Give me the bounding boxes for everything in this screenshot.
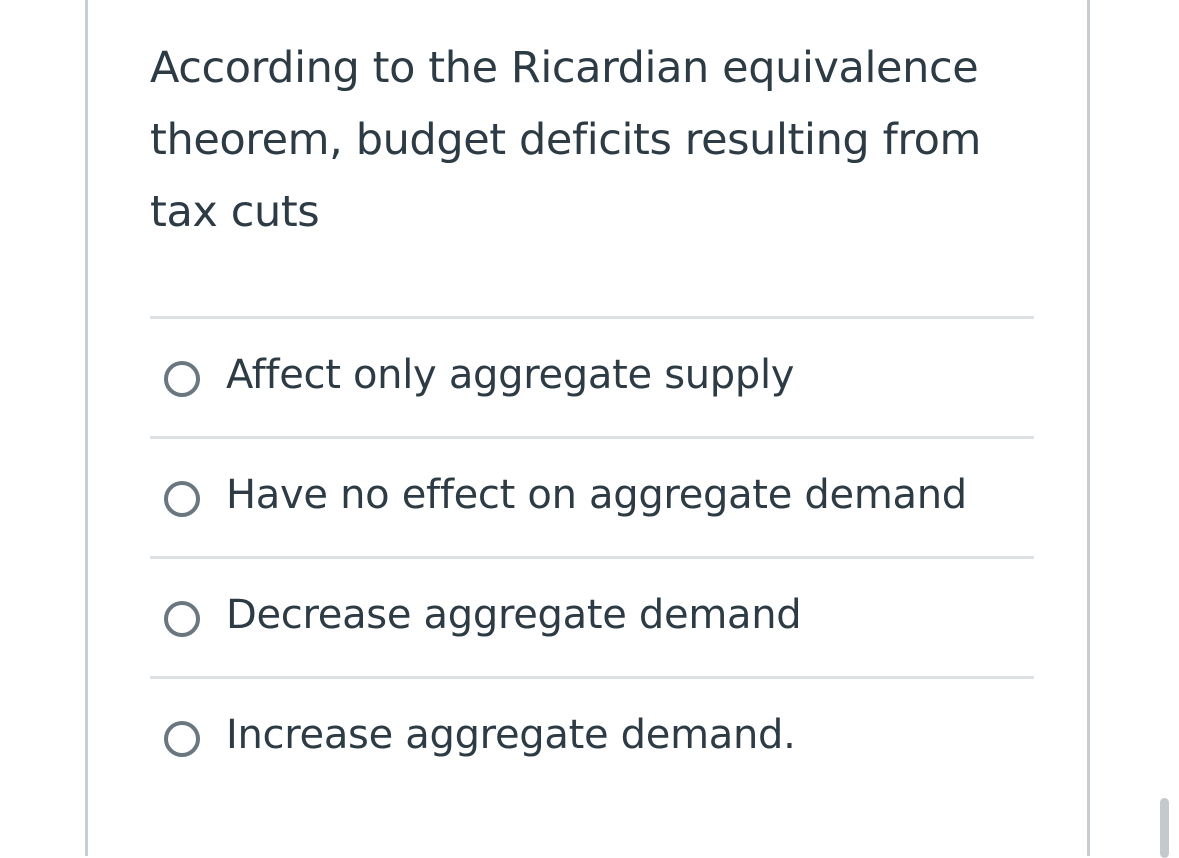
answer-label: Decrease aggregate demand xyxy=(226,592,802,638)
quiz-question-card: According to the Ricardian equivalence t… xyxy=(85,0,1090,856)
scrollbar-thumb[interactable] xyxy=(1160,798,1169,858)
answer-option-1[interactable]: Affect only aggregate supply xyxy=(150,316,1034,436)
answer-option-3[interactable]: Decrease aggregate demand xyxy=(150,556,1034,676)
radio-button-icon[interactable] xyxy=(164,721,200,757)
answer-list: Affect only aggregate supply Have no eff… xyxy=(150,316,1034,796)
answer-label: Affect only aggregate supply xyxy=(226,352,795,398)
radio-button-icon[interactable] xyxy=(164,601,200,637)
question-text: According to the Ricardian equivalence t… xyxy=(150,43,982,237)
radio-button-icon[interactable] xyxy=(164,361,200,397)
answer-label: Have no effect on aggregate demand xyxy=(226,472,967,518)
answer-option-4[interactable]: Increase aggregate demand. xyxy=(150,676,1034,796)
answer-label: Increase aggregate demand. xyxy=(226,712,796,758)
radio-button-icon[interactable] xyxy=(164,481,200,517)
answer-option-2[interactable]: Have no effect on aggregate demand xyxy=(150,436,1034,556)
